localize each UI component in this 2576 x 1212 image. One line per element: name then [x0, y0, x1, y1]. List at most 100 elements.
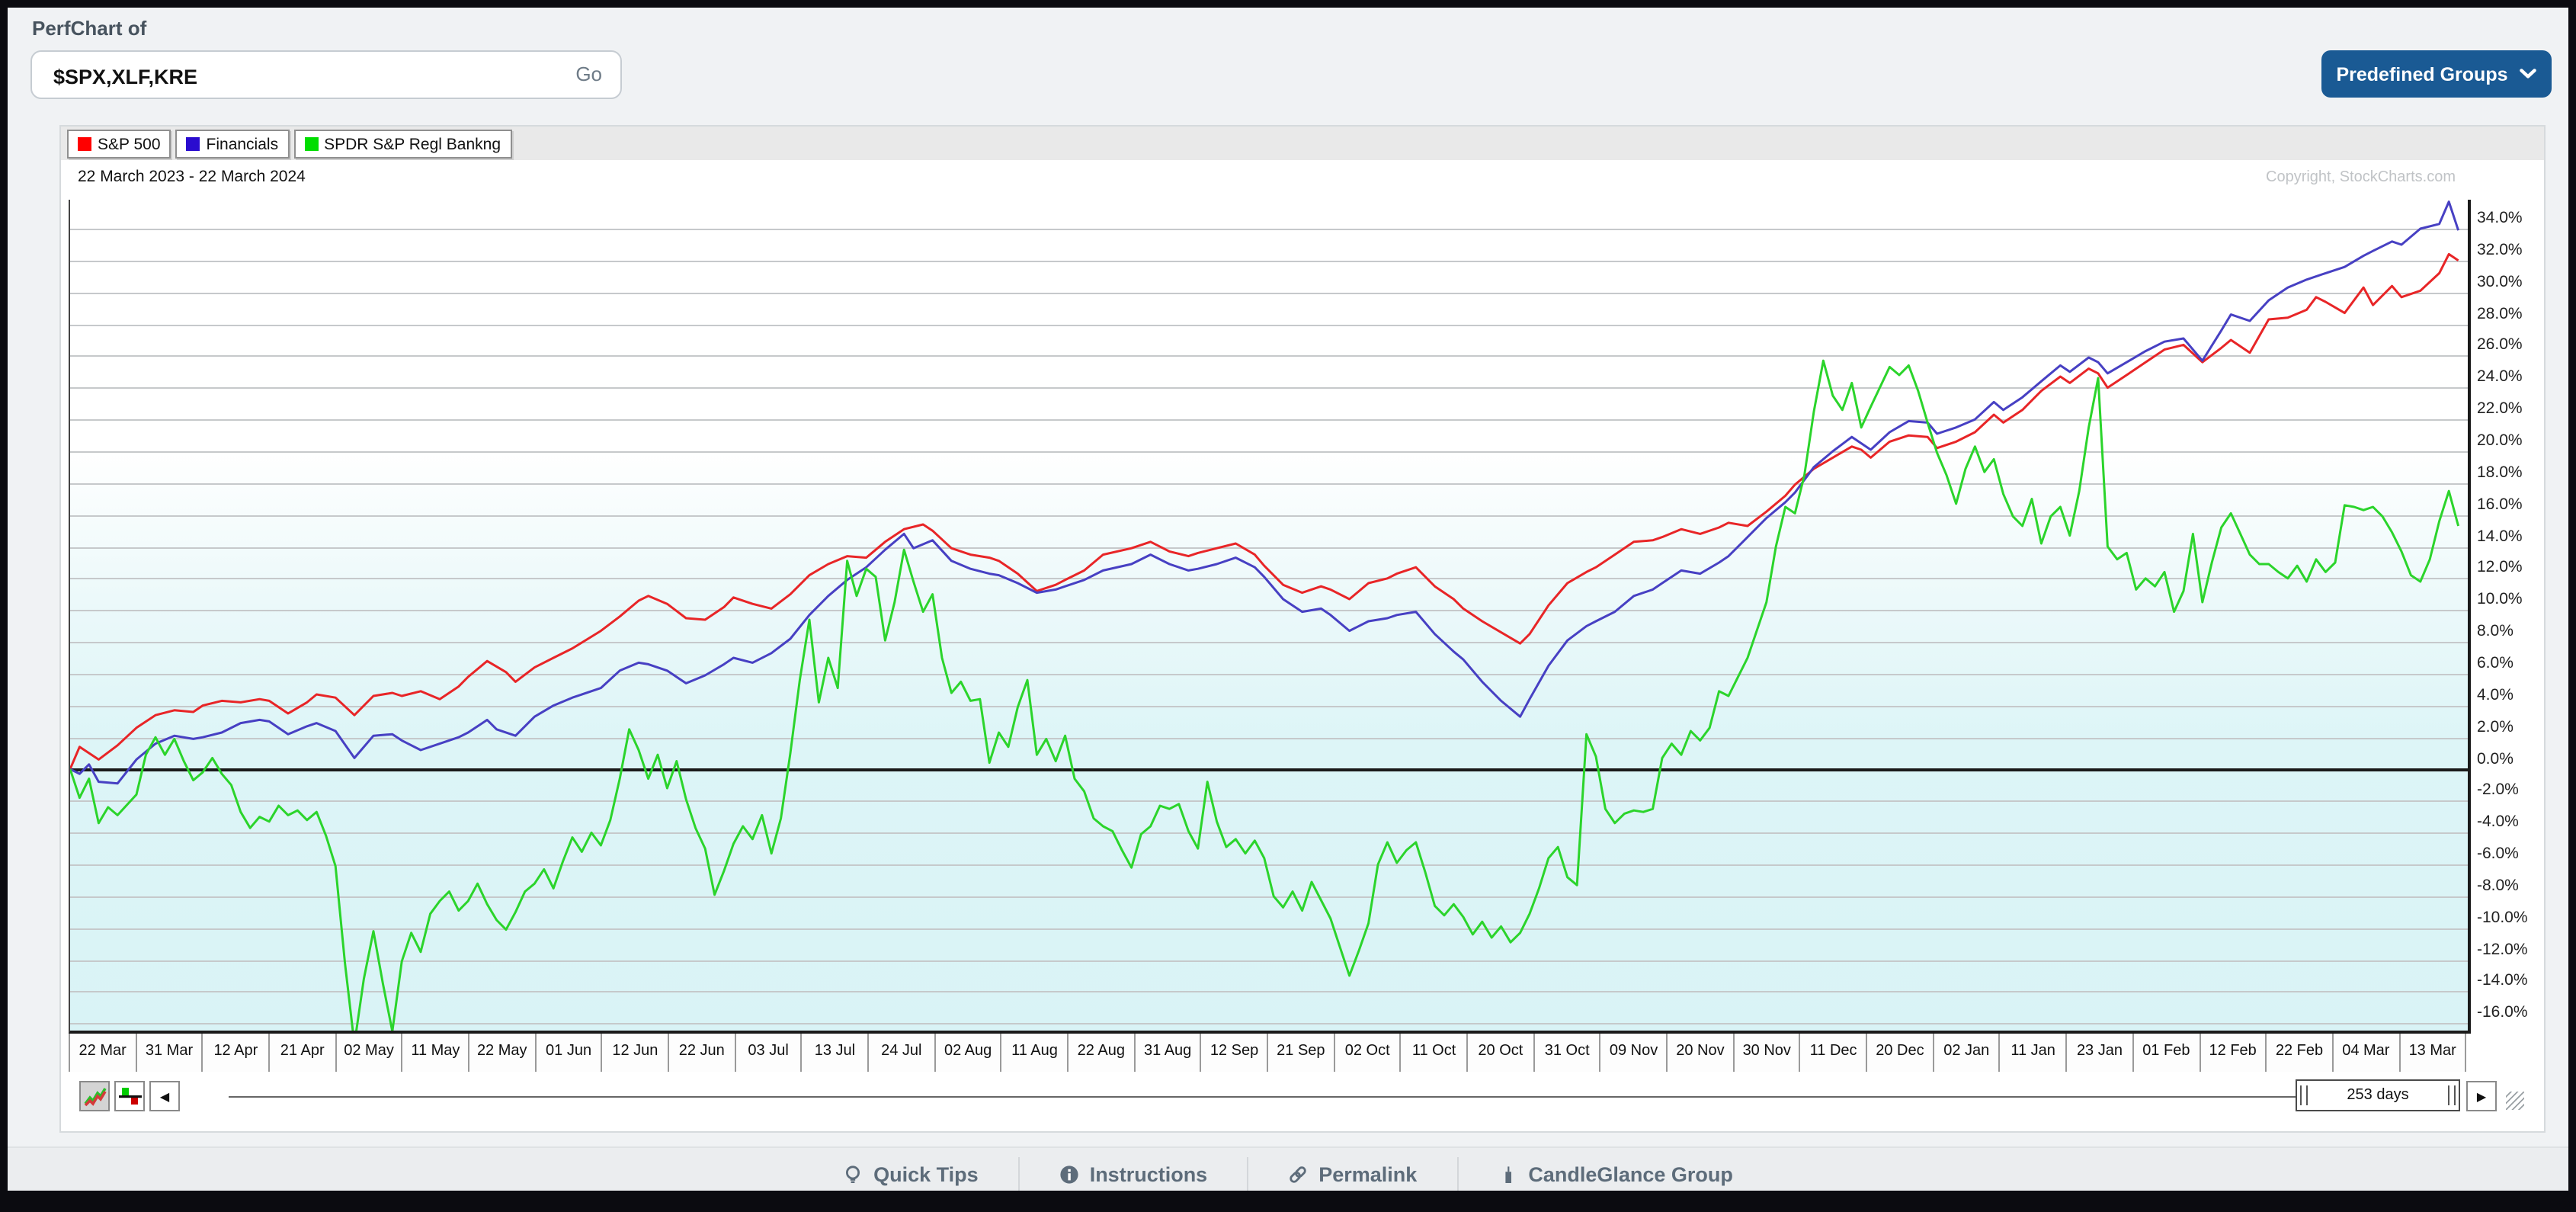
chart-panel: S&P 500 Financials SPDR S&P Regl Bankng 22… — [59, 125, 2546, 1133]
legend-item[interactable]: S&P 500 — [67, 130, 171, 159]
gridline — [70, 578, 2468, 580]
gridline — [70, 292, 2468, 294]
x-axis-label: 09 Nov — [1601, 1034, 1668, 1072]
candle-icon — [1504, 1166, 1511, 1182]
footer-link-label: Instructions — [1089, 1162, 1208, 1185]
y-axis-label: 16.0% — [2477, 495, 2523, 514]
gridline — [70, 800, 2468, 803]
gridline — [70, 547, 2468, 549]
gridline — [70, 260, 2468, 262]
y-axis-label: 6.0% — [2477, 653, 2514, 672]
footer-link-quick-tips[interactable]: Quick Tips — [803, 1162, 1018, 1185]
zero-line — [70, 768, 2468, 771]
gridline — [70, 832, 2468, 835]
x-axis-label: 13 Mar — [2400, 1034, 2467, 1072]
legend-label: SPDR S&P Regl Bankng — [324, 135, 501, 153]
footer-link-label: Permalink — [1318, 1162, 1418, 1185]
legend: S&P 500 Financials SPDR S&P Regl Bankng — [67, 130, 511, 159]
symbol-input[interactable] — [50, 52, 514, 101]
x-axis-label: 22 May — [469, 1034, 537, 1072]
y-axis-label: 28.0% — [2477, 304, 2523, 323]
legend-swatch-icon — [304, 137, 319, 151]
legend-item[interactable]: Financials — [175, 130, 290, 159]
x-axis-label: 11 May — [403, 1034, 470, 1072]
legend-swatch-icon — [186, 137, 200, 151]
x-axis-label: 11 Oct — [1402, 1034, 1469, 1072]
gridline — [70, 673, 2468, 675]
footer-link-label: CandleGlance Group — [1528, 1162, 1733, 1185]
legend-swatch-icon — [78, 137, 91, 151]
y-axis-label: -4.0% — [2477, 813, 2519, 832]
lightbulb-icon — [846, 1165, 860, 1182]
footer-link-label: Quick Tips — [873, 1162, 979, 1185]
legend-item[interactable]: SPDR S&P Regl Bankng — [293, 130, 511, 159]
copyright-label: Copyright, StockCharts.com — [2266, 169, 2456, 186]
slider-range-thumb[interactable]: 253 days — [2296, 1079, 2460, 1111]
x-axis: 22 Mar 31 Mar 12 Apr 21 Apr 02 May 11 May 22 M… — [69, 1034, 2467, 1072]
y-axis-label: 8.0% — [2477, 622, 2514, 641]
gridline — [70, 864, 2468, 867]
legend-label: S&P 500 — [98, 135, 161, 153]
x-axis-label: 31 Mar — [136, 1034, 203, 1072]
gridline — [70, 324, 2468, 326]
x-axis-label: 22 Feb — [2267, 1034, 2334, 1072]
x-axis-label: 20 Nov — [1668, 1034, 1735, 1072]
slider-right-arrow-button[interactable]: ▶ — [2466, 1081, 2497, 1111]
gridline — [70, 419, 2468, 422]
x-axis-label: 12 Sep — [1202, 1034, 1269, 1072]
slider-left-arrow-button[interactable]: ◀ — [149, 1081, 180, 1111]
date-range-label: 22 March 2023 - 22 March 2024 — [78, 168, 306, 186]
footer-link-instructions[interactable]: Instructions — [1020, 1162, 1248, 1185]
footer-link-permalink[interactable]: Permalink — [1248, 1162, 1456, 1185]
gridline — [70, 737, 2468, 739]
histogram-icon — [118, 1088, 141, 1105]
y-axis-label: -12.0% — [2477, 940, 2528, 959]
resize-handle-icon[interactable] — [2506, 1092, 2524, 1110]
gridline — [70, 515, 2468, 517]
x-axis-label: 31 Aug — [1136, 1034, 1202, 1072]
x-axis-label: 11 Jan — [2001, 1034, 2068, 1072]
footer-divider — [1247, 1157, 1249, 1191]
line-chart-icon — [83, 1087, 106, 1106]
x-axis-label: 11 Dec — [1801, 1034, 1868, 1072]
histogram-mode-button[interactable] — [114, 1081, 145, 1111]
x-axis-label: 24 Jul — [869, 1034, 936, 1072]
y-axis-label: 30.0% — [2477, 272, 2523, 291]
gridline — [70, 229, 2468, 231]
grip-right-icon[interactable] — [2448, 1085, 2456, 1105]
line-chart-mode-button[interactable] — [79, 1081, 110, 1111]
x-axis-label: 12 Apr — [203, 1034, 271, 1072]
predefined-groups-button[interactable]: Predefined Groups — [2321, 50, 2552, 98]
grip-left-icon[interactable] — [2300, 1085, 2308, 1105]
slider-track[interactable] — [229, 1096, 2296, 1098]
y-axis-label: 10.0% — [2477, 590, 2523, 609]
x-axis-label: 13 Jul — [803, 1034, 870, 1072]
go-button[interactable]: Go — [575, 63, 602, 85]
chevron-down-icon — [2520, 69, 2537, 79]
y-axis-label: 18.0% — [2477, 463, 2523, 482]
x-axis-label: 20 Dec — [1867, 1034, 1934, 1072]
page-title: PerfChart of — [32, 17, 147, 40]
plot-area[interactable] — [69, 200, 2471, 1034]
x-axis-label: 01 Jun — [536, 1034, 603, 1072]
y-axis-label: -10.0% — [2477, 908, 2528, 927]
symbol-input-box: Go — [30, 50, 622, 101]
x-axis-label: 31 Oct — [1535, 1034, 1601, 1072]
gridline — [70, 1023, 2468, 1025]
x-axis-label: 22 Aug — [1069, 1034, 1136, 1072]
x-axis-label: 03 Jul — [735, 1034, 803, 1072]
y-axis-label: -14.0% — [2477, 971, 2528, 990]
y-axis-label: 4.0% — [2477, 685, 2514, 704]
period-slider-row: ◀ 253 days ▶ — [61, 1079, 2544, 1116]
left-arrow-icon: ◀ — [159, 1089, 170, 1103]
y-axis-label: -6.0% — [2477, 845, 2519, 864]
slider-range-label: 253 days — [2347, 1087, 2409, 1104]
y-axis-label: 0.0% — [2477, 749, 2514, 768]
y-axis-label: -8.0% — [2477, 876, 2519, 895]
x-axis-label: 23 Jan — [2067, 1034, 2134, 1072]
x-axis-label: 12 Jun — [603, 1034, 670, 1072]
footer-link-candleglance-group[interactable]: CandleGlance Group — [1458, 1162, 1773, 1185]
series-line-spdr-s-p-regl-bankng — [70, 359, 2460, 1031]
info-icon — [1060, 1165, 1078, 1183]
legend-label: Financials — [206, 135, 279, 153]
